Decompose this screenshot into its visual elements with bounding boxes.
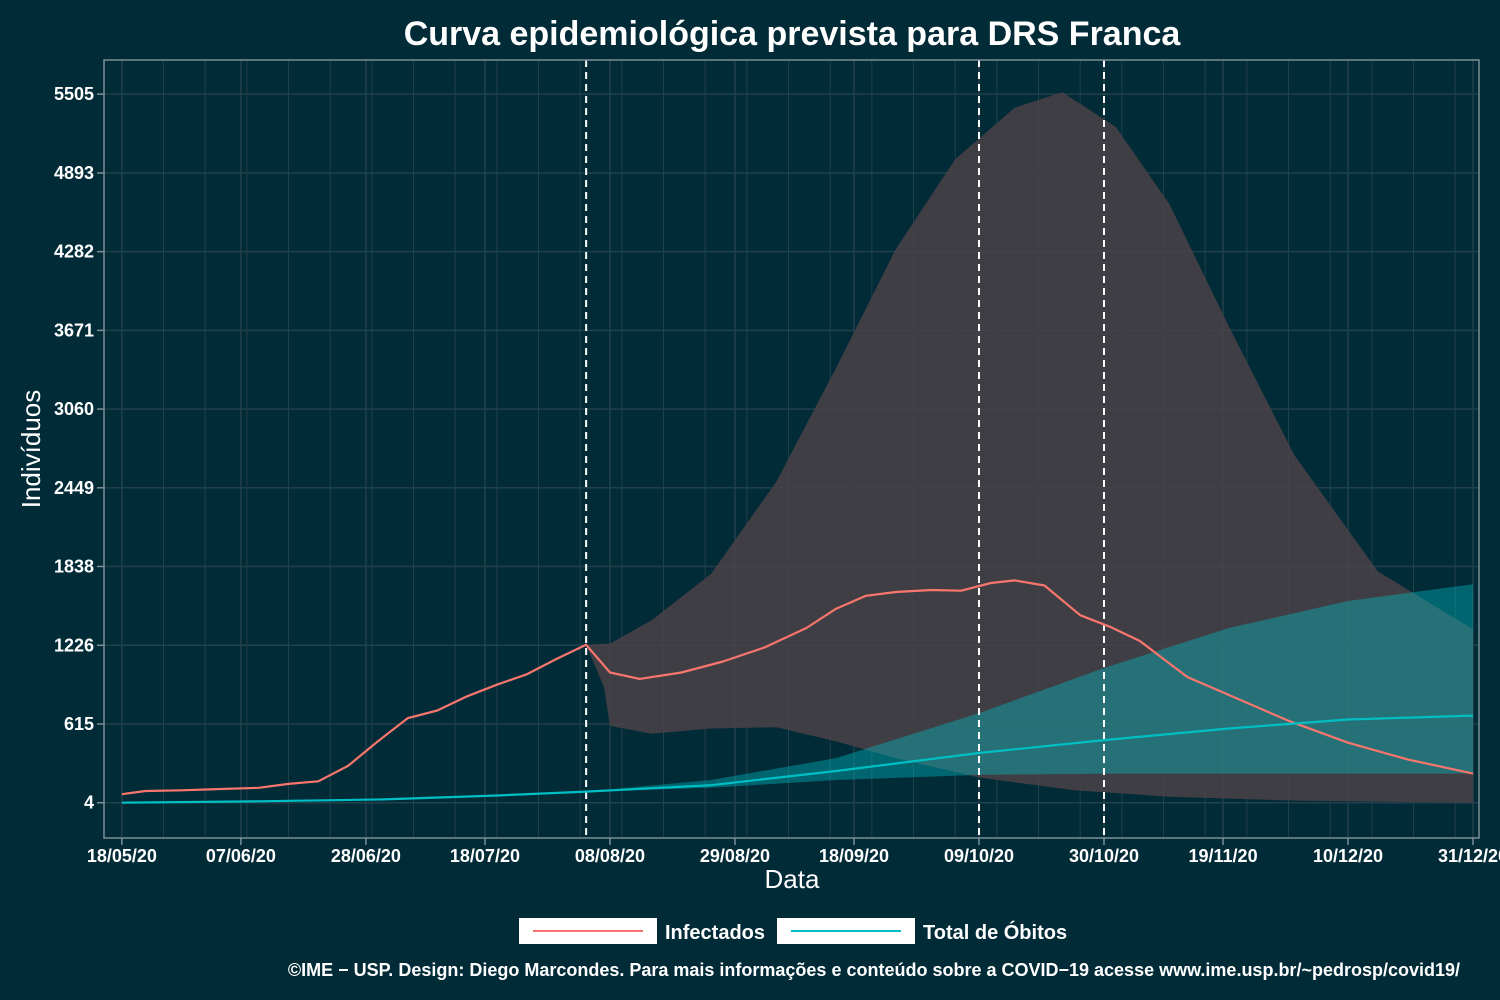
- x-tick-label: 18/05/20: [87, 846, 157, 866]
- y-axis-title: Indivíduos: [16, 390, 46, 509]
- y-tick-label: 2449: [54, 478, 94, 498]
- chart-title: Curva epidemiológica prevista para DRS F…: [404, 15, 1182, 53]
- series-line-obitos: [121, 714, 1474, 804]
- y-tick-label: 615: [64, 714, 94, 734]
- x-tick-label: 18/09/20: [819, 846, 889, 866]
- x-axis-ticks: 18/05/20 07/06/20 28/06/20 18/07/20 08/08/20…: [87, 838, 1500, 866]
- x-tick-label: 18/07/20: [450, 846, 520, 866]
- y-tick-label: 4282: [54, 242, 94, 262]
- series-line-infectados: [121, 579, 1474, 796]
- confidence-bands: [586, 92, 1473, 803]
- x-tick-label: 30/10/20: [1069, 846, 1139, 866]
- series-lines: [121, 579, 1474, 804]
- legend-label-obitos: Total de Óbitos: [923, 920, 1067, 944]
- x-tick-label: 31/12/20: [1438, 846, 1500, 866]
- band-infectados: [586, 92, 1473, 803]
- legend-label-infectados: Infectados: [665, 922, 765, 944]
- x-tick-label: 09/10/20: [944, 846, 1014, 866]
- y-tick-label: 5505: [54, 84, 94, 104]
- y-tick-label: 4893: [54, 163, 94, 183]
- x-tick-label: 07/06/20: [206, 846, 276, 866]
- band-obitos: [586, 584, 1473, 792]
- x-tick-label: 28/06/20: [331, 846, 401, 866]
- x-tick-label: 08/08/20: [575, 846, 645, 866]
- reference-lines: [585, 60, 1105, 838]
- x-tick-label: 19/11/20: [1189, 846, 1258, 866]
- y-tick-label: 3671: [54, 320, 94, 340]
- x-tick-label: 10/12/20: [1313, 846, 1383, 866]
- legend: Infectados Total de Óbitos: [519, 918, 1067, 944]
- x-axis-title: Data: [765, 864, 820, 894]
- caption: ©IME − USP. Design: Diego Marcondes. Par…: [288, 960, 1460, 980]
- y-axis-ticks: 4 615 1226 1838 2449 3060 3671 4282 4893 5505: [54, 84, 104, 813]
- y-tick-label: 1838: [54, 556, 94, 576]
- plot-panel-border: [103, 59, 1480, 839]
- y-tick-label: 1226: [54, 635, 94, 655]
- x-tick-label: 29/08/20: [700, 846, 770, 866]
- y-tick-label: 4: [84, 793, 94, 813]
- y-tick-label: 3060: [54, 399, 94, 419]
